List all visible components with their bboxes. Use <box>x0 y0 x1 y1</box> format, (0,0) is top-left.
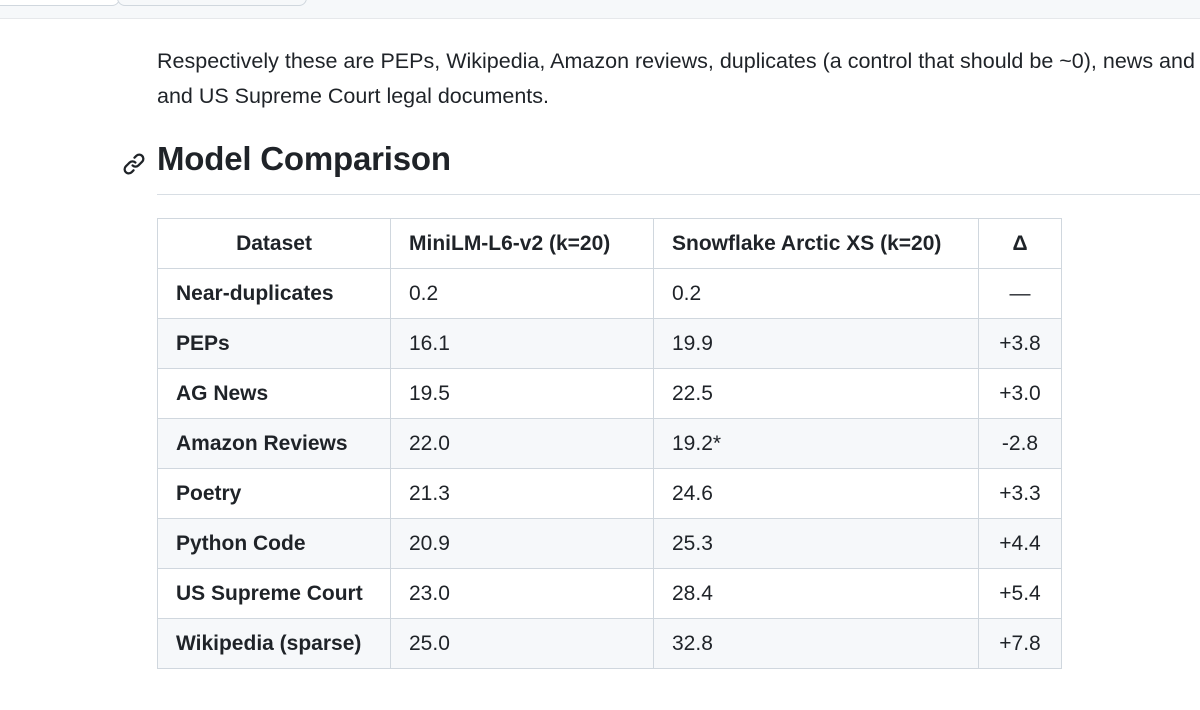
table-row: Python Code 20.9 25.3 +4.4 <box>157 518 1062 569</box>
cell-snowflake: 32.8 <box>653 618 979 669</box>
cell-dataset: Wikipedia (sparse) <box>157 618 391 669</box>
cell-snowflake: 24.6 <box>653 468 979 519</box>
table-row: PEPs 16.1 19.9 +3.8 <box>157 318 1062 369</box>
cell-minilm: 23.0 <box>390 568 654 619</box>
cell-snowflake: 19.9 <box>653 318 979 369</box>
table-row: Wikipedia (sparse) 25.0 32.8 +7.8 <box>157 618 1062 669</box>
header-snowflake: Snowflake Arctic XS (k=20) <box>653 218 979 269</box>
cell-delta: +3.8 <box>978 318 1062 369</box>
table-row: US Supreme Court 23.0 28.4 +5.4 <box>157 568 1062 619</box>
cell-minilm: 20.9 <box>390 518 654 569</box>
table-header-row: Dataset MiniLM-L6-v2 (k=20) Snowflake Ar… <box>157 218 1062 269</box>
cell-dataset: PEPs <box>157 318 391 369</box>
top-tab-strip <box>0 0 1200 19</box>
header-dataset: Dataset <box>157 218 391 269</box>
cell-snowflake: 28.4 <box>653 568 979 619</box>
table-row: Near-duplicates 0.2 0.2 — <box>157 268 1062 319</box>
link-icon[interactable] <box>122 152 146 176</box>
cell-snowflake: 25.3 <box>653 518 979 569</box>
cell-delta: +5.4 <box>978 568 1062 619</box>
cell-minilm: 16.1 <box>390 318 654 369</box>
cell-minilm: 0.2 <box>390 268 654 319</box>
cell-snowflake: 0.2 <box>653 268 979 319</box>
cell-minilm: 21.3 <box>390 468 654 519</box>
cell-dataset: Python Code <box>157 518 391 569</box>
paragraph-line-1: Respectively these are PEPs, Wikipedia, … <box>157 49 1195 73</box>
cell-delta: — <box>978 268 1062 319</box>
cell-dataset: US Supreme Court <box>157 568 391 619</box>
table-row: Amazon Reviews 22.0 19.2* -2.8 <box>157 418 1062 469</box>
table-row: Poetry 21.3 24.6 +3.3 <box>157 468 1062 519</box>
cell-minilm: 19.5 <box>390 368 654 419</box>
cell-dataset: Amazon Reviews <box>157 418 391 469</box>
cell-snowflake: 22.5 <box>653 368 979 419</box>
section-heading: Model Comparison <box>157 140 451 177</box>
cell-delta: +3.3 <box>978 468 1062 519</box>
cell-delta: +7.8 <box>978 618 1062 669</box>
paragraph-line-2: and US Supreme Court legal documents. <box>157 84 549 108</box>
cell-delta: -2.8 <box>978 418 1062 469</box>
cell-dataset: Poetry <box>157 468 391 519</box>
intro-paragraph: Respectively these are PEPs, Wikipedia, … <box>157 44 1200 114</box>
heading-divider <box>157 194 1200 195</box>
cell-minilm: 22.0 <box>390 418 654 469</box>
cell-dataset: Near-duplicates <box>157 268 391 319</box>
cell-delta: +4.4 <box>978 518 1062 569</box>
header-delta: Δ <box>978 218 1062 269</box>
tab-right[interactable] <box>117 0 307 6</box>
cell-snowflake: 19.2* <box>653 418 979 469</box>
cell-dataset: AG News <box>157 368 391 419</box>
tab-left[interactable] <box>0 0 120 6</box>
link-icon-svg <box>123 153 145 175</box>
cell-delta: +3.0 <box>978 368 1062 419</box>
table-row: AG News 19.5 22.5 +3.0 <box>157 368 1062 419</box>
header-minilm: MiniLM-L6-v2 (k=20) <box>390 218 654 269</box>
cell-minilm: 25.0 <box>390 618 654 669</box>
comparison-table: Dataset MiniLM-L6-v2 (k=20) Snowflake Ar… <box>157 218 1062 669</box>
